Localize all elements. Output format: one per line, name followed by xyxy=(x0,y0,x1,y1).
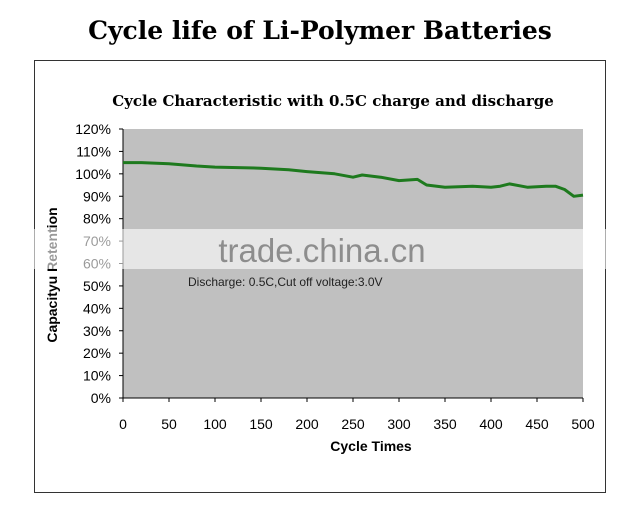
chart-annotation: Discharge: 0.5C,Cut off voltage:3.0V xyxy=(188,275,383,289)
x-tick-label: 400 xyxy=(479,416,503,432)
series-line xyxy=(123,161,584,198)
chart-title: Cycle Characteristic with 0.5C charge an… xyxy=(112,92,554,110)
y-tick-label: 0% xyxy=(91,390,111,406)
y-tick-label: 110% xyxy=(76,143,111,159)
x-tick-label: 200 xyxy=(295,416,319,432)
x-tick-label: 250 xyxy=(341,416,365,432)
x-tick-label: 0 xyxy=(119,416,127,432)
y-tick-label: 30% xyxy=(83,323,111,339)
x-tick-label: 350 xyxy=(433,416,457,432)
watermark-text: trade.china.cn xyxy=(218,232,425,269)
chart-frame xyxy=(34,60,606,493)
y-tick-label: 10% xyxy=(83,368,111,384)
watermark-band xyxy=(0,229,640,269)
y-tick-label: 40% xyxy=(83,300,111,316)
y-tick-label: 50% xyxy=(83,278,111,294)
y-tick-label: 90% xyxy=(83,188,111,204)
x-tick-label: 150 xyxy=(249,416,273,432)
y-tick-label: 80% xyxy=(83,211,111,227)
x-tick-label: 100 xyxy=(203,416,227,432)
y-axis-label: Capacityu Retention xyxy=(44,207,60,342)
y-tick-label: 120% xyxy=(75,121,111,137)
x-axis-label: Cycle Times xyxy=(330,438,412,454)
x-tick-label: 50 xyxy=(161,416,177,432)
x-tick-label: 300 xyxy=(387,416,411,432)
y-tick-label: 100% xyxy=(75,166,111,182)
page-title: Cycle life of Li-Polymer Batteries xyxy=(88,16,552,45)
x-tick-label: 500 xyxy=(571,416,595,432)
x-tick-label: 450 xyxy=(525,416,549,432)
y-tick-label: 20% xyxy=(83,345,111,361)
